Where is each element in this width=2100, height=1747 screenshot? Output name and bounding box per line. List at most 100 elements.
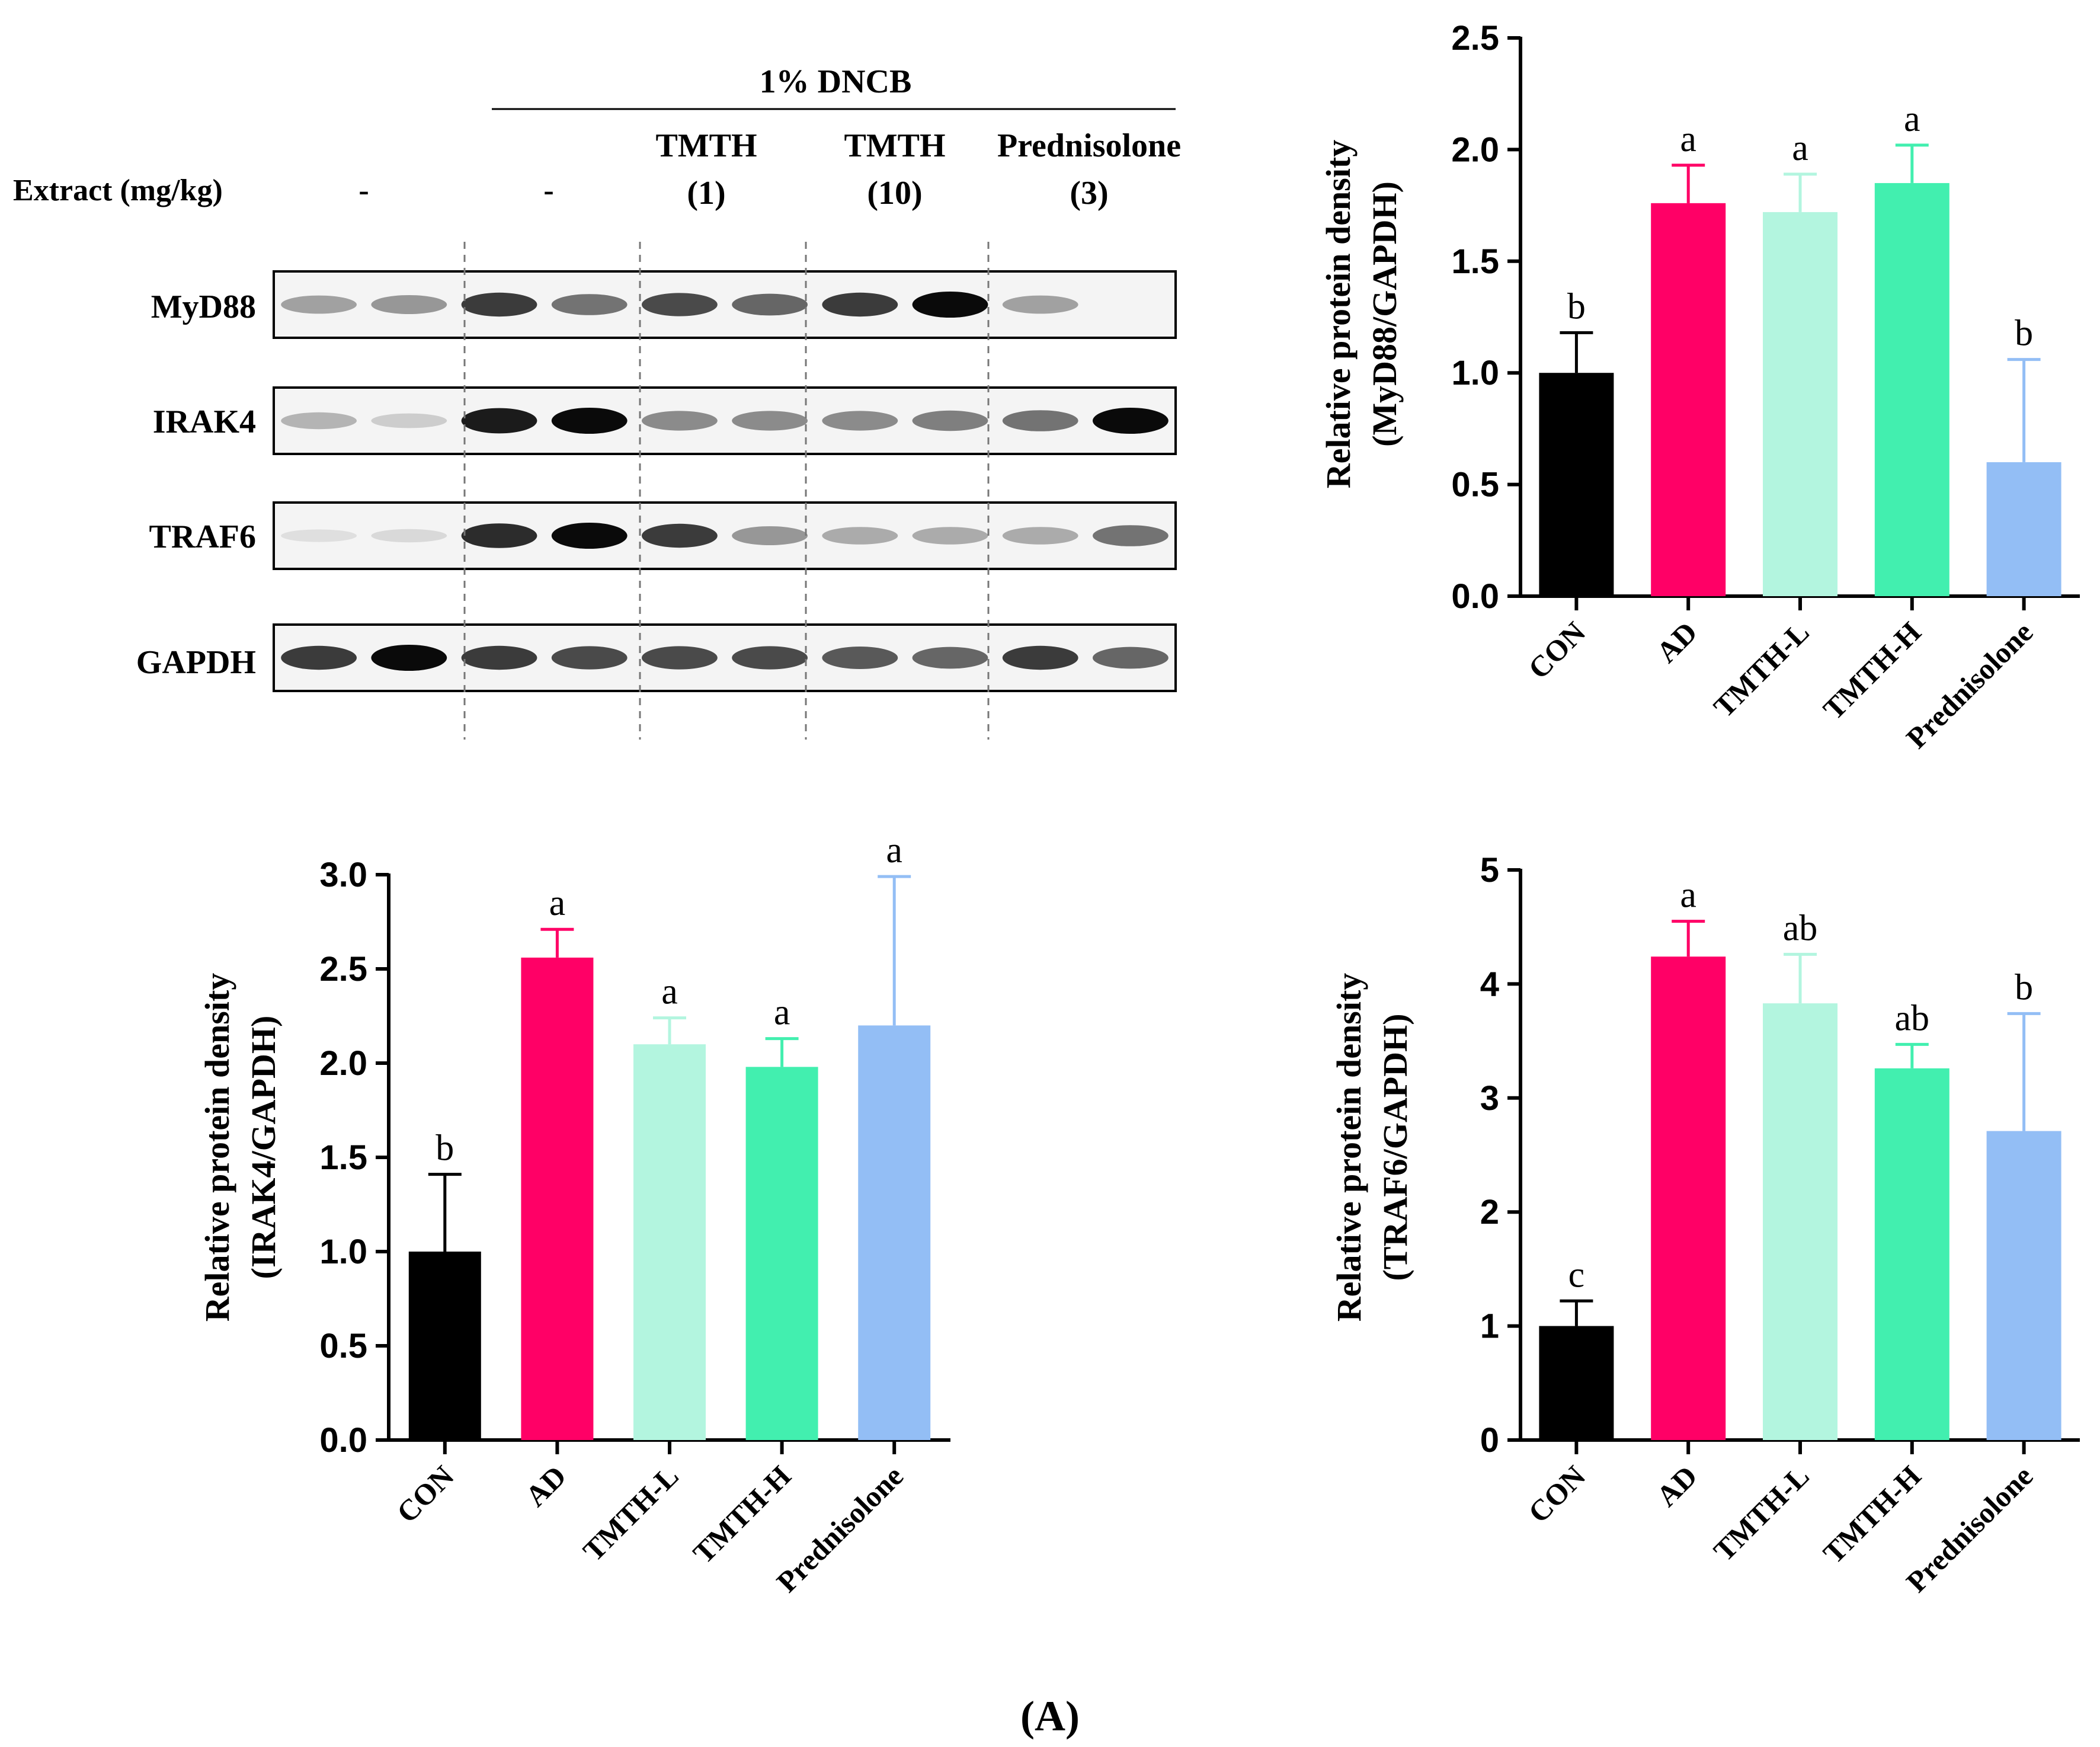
myd88-bar-prednisolone — [1986, 462, 2061, 596]
myd88-bar-ad — [1651, 203, 1726, 596]
traf6-band — [1002, 527, 1078, 545]
irak4-bar-prednisolone — [858, 1025, 931, 1440]
myd88-y-tick-label: 1.5 — [1451, 242, 1499, 281]
irak4-significance-letter: a — [661, 972, 678, 1012]
protein-label-traf6: TRAF6 — [149, 519, 256, 555]
gapdh-band — [912, 647, 988, 669]
traf6-bar-con — [1539, 1326, 1614, 1440]
traf6-bar-tmth-l — [1763, 1003, 1837, 1440]
group-dose-ad: - — [543, 174, 553, 207]
traf6-band — [371, 529, 447, 543]
traf6-category-label: TMTH-H — [1817, 1459, 1928, 1570]
myd88-category-label: TMTH-H — [1817, 615, 1928, 726]
traf6-significance-letter: ab — [1783, 908, 1818, 948]
group-name-tmth-low: TMTH — [655, 127, 757, 164]
protein-label-myd88: MyD88 — [151, 289, 256, 325]
irak4-band — [281, 412, 357, 430]
group-name-prednisolone: Prednisolone — [997, 127, 1181, 164]
dncb-header: 1% DNCB — [760, 63, 912, 100]
myd88-band — [281, 295, 357, 314]
traf6-category-label: CON — [1522, 1459, 1592, 1529]
traf6-band — [551, 523, 628, 549]
traf6-band — [281, 529, 357, 542]
myd88-y-tick-label: 0.5 — [1451, 466, 1499, 504]
irak4-category-label: AD — [519, 1459, 573, 1513]
traf6-bar-tmth-h — [1874, 1068, 1949, 1440]
myd88-category-label: AD — [1650, 615, 1704, 669]
irak4-band — [1092, 408, 1169, 434]
traf6-bar-ad — [1651, 956, 1726, 1440]
irak4-band — [822, 411, 898, 431]
irak4-category-label: TMTH-H — [686, 1459, 797, 1570]
traf6-bar-chart: Relative protein density (TRAF6/GAPDH) 0… — [1330, 851, 2080, 1599]
irak4-significance-letter: a — [549, 883, 566, 923]
irak4-bar-chart: Relative protein density (IRAK4/GAPDH) 0… — [198, 830, 950, 1599]
irak4-category-label: CON — [390, 1459, 460, 1529]
gapdh-band — [732, 646, 808, 670]
traf6-band — [732, 526, 808, 545]
irak4-band — [912, 410, 988, 431]
protein-label-irak4: IRAK4 — [153, 404, 256, 440]
irak4-bar-con — [408, 1252, 481, 1440]
myd88-y-tick-label: 2.5 — [1451, 19, 1499, 57]
group-dose-tmth-high: (10) — [867, 175, 922, 212]
myd88-y-tick-label: 2.0 — [1451, 130, 1499, 169]
irak4-ylabel-line2: (IRAK4/GAPDH) — [244, 1016, 283, 1279]
traf6-significance-letter: a — [1680, 875, 1696, 916]
myd88-bar-tmth-h — [1874, 183, 1949, 596]
protein-label-gapdh: GAPDH — [136, 644, 256, 681]
western-blot-panel: 1% DNCB Extract (mg/kg) - - TMTH (1) TMT… — [13, 63, 1181, 740]
irak4-y-tick-label: 0.0 — [319, 1421, 367, 1460]
blot-strips — [273, 270, 1177, 692]
traf6-band — [641, 523, 718, 548]
traf6-bar-prednisolone — [1986, 1131, 2061, 1440]
irak4-bar-tmth-h — [745, 1067, 818, 1440]
traf6-y-tick-label: 5 — [1480, 851, 1499, 890]
irak4-band — [371, 413, 447, 428]
myd88-significance-letter: a — [1904, 99, 1920, 139]
myd88-significance-letter: b — [2015, 313, 2033, 354]
myd88-significance-letter: b — [1567, 286, 1586, 327]
group-name-tmth-high: TMTH — [844, 127, 945, 164]
traf6-y-tick-label: 1 — [1480, 1307, 1499, 1346]
myd88-band — [371, 295, 447, 314]
myd88-band — [1002, 295, 1078, 314]
traf6-band — [912, 527, 988, 545]
myd88-band — [912, 292, 988, 318]
myd88-category-label: TMTH-L — [1707, 615, 1816, 724]
irak4-significance-letter: b — [436, 1128, 454, 1169]
myd88-band — [822, 292, 898, 317]
myd88-ylabel-line1: Relative protein density — [1319, 140, 1358, 489]
myd88-band — [461, 292, 537, 317]
traf6-y-tick-label: 2 — [1480, 1193, 1499, 1231]
irak4-y-tick-label: 1.5 — [319, 1138, 367, 1177]
irak4-significance-letter: a — [774, 993, 790, 1033]
gapdh-band — [281, 645, 357, 670]
traf6-significance-letter: b — [2015, 967, 2033, 1007]
traf6-y-tick-label: 3 — [1480, 1079, 1499, 1118]
gapdh-band — [1002, 645, 1078, 670]
gapdh-band — [461, 645, 537, 670]
myd88-bar-con — [1539, 373, 1614, 596]
group-dose-tmth-low: (1) — [687, 175, 725, 212]
myd88-bar-chart: Relative protein density (MyD88/GAPDH) 0… — [1319, 19, 2080, 755]
myd88-band — [641, 293, 718, 316]
irak4-significance-letter: a — [886, 830, 902, 871]
myd88-y-tick-label: 1.0 — [1451, 354, 1499, 392]
gapdh-band — [371, 645, 447, 671]
irak4-band — [551, 408, 628, 434]
traf6-category-label: TMTH-L — [1707, 1459, 1816, 1567]
traf6-band — [461, 523, 537, 548]
irak4-band — [461, 408, 537, 434]
irak4-band — [732, 411, 808, 431]
traf6-y-tick-label: 4 — [1480, 965, 1499, 1003]
figure-panel-label: (A) — [1020, 1692, 1080, 1740]
irak4-category-label: TMTH-L — [577, 1459, 685, 1567]
irak4-ylabel-line1: Relative protein density — [198, 973, 236, 1322]
traf6-band — [822, 527, 898, 545]
irak4-y-tick-label: 3.0 — [319, 856, 367, 894]
gapdh-band — [551, 646, 628, 670]
group-dose-prednisolone: (3) — [1070, 175, 1108, 212]
